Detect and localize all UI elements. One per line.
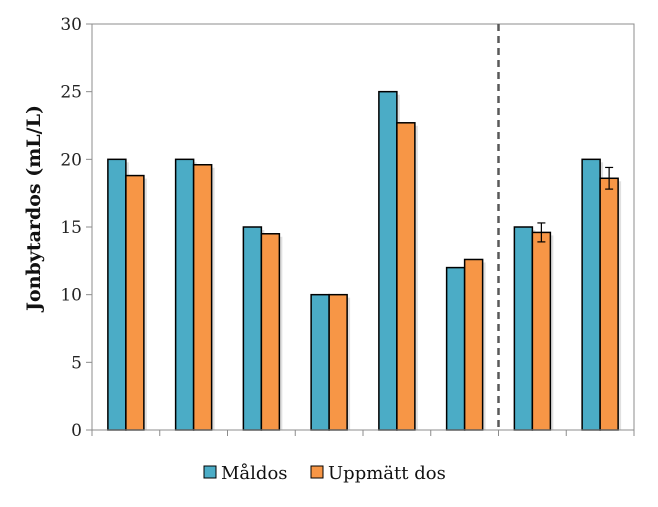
bar-maldos (513, 226, 534, 431)
bar-maldos (445, 266, 466, 431)
y-tick-label: 0 (71, 421, 82, 441)
y-tick-label: 30 (60, 15, 82, 35)
bar-uppmatt-dos (599, 177, 619, 431)
y-tick-label: 20 (60, 150, 82, 170)
bar-maldos (242, 226, 263, 431)
bar-maldos (581, 158, 601, 431)
y-axis-ticks: 0 5 10 15 20 25 30 (60, 15, 635, 441)
bar-uppmatt-dos (396, 122, 416, 431)
bar-uppmatt-dos (125, 174, 145, 431)
bar-maldos (378, 90, 398, 431)
error-bars (537, 166, 614, 243)
bar-uppmatt-dos (260, 233, 281, 431)
bar-uppmatt-dos (531, 231, 552, 431)
y-tick-label: 10 (60, 286, 82, 306)
legend-swatch-uppmatt-dos (310, 465, 324, 479)
legend-label-maldos: Måldos (221, 462, 288, 484)
y-tick-label: 25 (60, 83, 82, 103)
plot-frame (91, 23, 635, 431)
legend-label-uppmatt-dos: Uppmätt dos (328, 463, 446, 484)
y-axis-title: Jonbytardos (mL/L) (23, 105, 45, 313)
legend: Måldos Uppmätt dos (203, 462, 446, 484)
y-tick-label: 5 (71, 353, 82, 373)
bars-layer (107, 90, 622, 431)
y-tick-label: 15 (60, 218, 82, 238)
bar-uppmatt-dos (328, 293, 348, 431)
bar-maldos (107, 158, 127, 431)
bar-maldos (310, 293, 330, 431)
legend-swatch-maldos (203, 465, 217, 479)
plot-area-border (91, 23, 635, 431)
bar-maldos (174, 158, 195, 431)
bar-uppmatt-dos (192, 163, 213, 431)
bar-uppmatt-dos (463, 258, 484, 431)
